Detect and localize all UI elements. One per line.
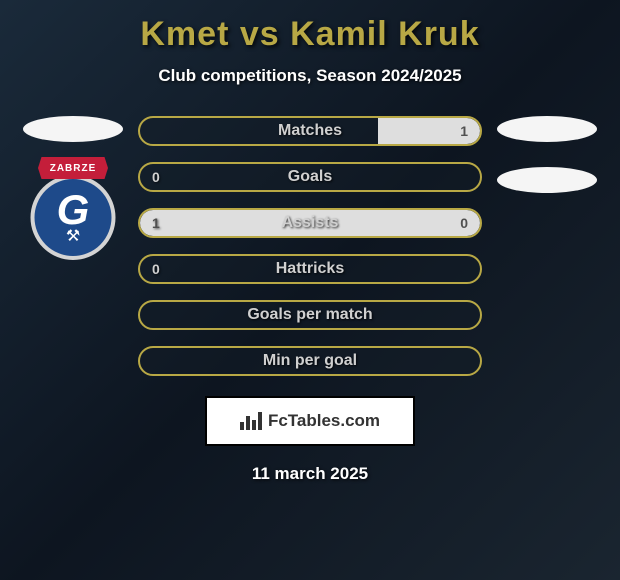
stat-label: Assists [282,214,339,232]
player-right-column [492,116,602,208]
logo-banner-text: ZABRZE [38,157,108,179]
stat-row-min-per-goal: Min per goal [138,346,482,376]
footer-date: 11 march 2025 [10,464,610,484]
player-left-placeholder [23,116,123,142]
comparison-title: Kmet vs Kamil Kruk [10,15,610,54]
stat-value-right: 1 [460,123,468,139]
stat-value-left: 0 [152,169,160,185]
club-logo-left: ZABRZE G ⚒ [23,157,123,272]
player-left-column: ZABRZE G ⚒ [18,116,128,272]
logo-circle: G ⚒ [31,175,116,260]
stat-label: Goals [288,168,332,186]
fctables-label: FcTables.com [268,411,380,431]
stat-value-left: 0 [152,261,160,277]
fctables-attribution[interactable]: FcTables.com [205,396,415,446]
stat-row-goals: 0 Goals [138,162,482,192]
player-right-placeholder-1 [497,116,597,142]
stats-column: Matches 1 0 Goals 1 Assists 0 0 [128,116,492,376]
comparison-card: Kmet vs Kamil Kruk Club competitions, Se… [0,0,620,580]
stat-value-left: 1 [152,215,160,231]
stat-row-assists: 1 Assists 0 [138,208,482,238]
logo-tools-icon: ⚒ [66,226,80,246]
stat-bar-left [140,210,412,236]
player-right-placeholder-2 [497,167,597,193]
chart-bars-icon [240,412,262,430]
stat-row-hattricks: 0 Hattricks [138,254,482,284]
comparison-subtitle: Club competitions, Season 2024/2025 [10,66,610,86]
stat-label: Matches [278,122,342,140]
stat-row-goals-per-match: Goals per match [138,300,482,330]
stat-label: Goals per match [247,306,372,324]
stat-value-right: 0 [460,215,468,231]
comparison-content: ZABRZE G ⚒ Matches 1 0 Goals [10,116,610,376]
stat-bar-right [412,210,480,236]
stat-row-matches: Matches 1 [138,116,482,146]
stat-label: Min per goal [263,352,357,370]
stat-label: Hattricks [276,260,344,278]
